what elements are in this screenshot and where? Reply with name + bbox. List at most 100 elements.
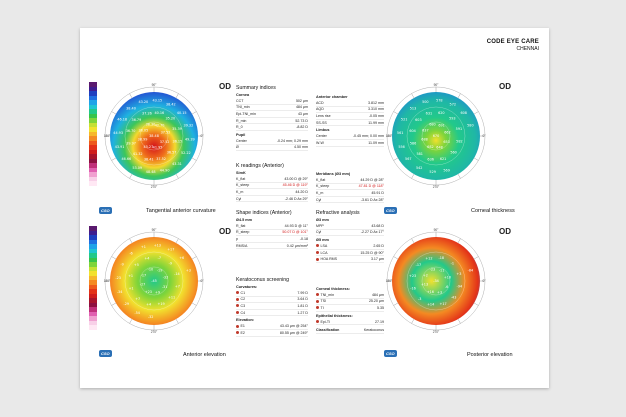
row-label: E2 (236, 331, 245, 335)
row-value: 45.91 D (371, 190, 384, 195)
data-row: TSI 25.20 µm (316, 299, 384, 306)
map-tick (129, 174, 133, 179)
cse-logo: CSO (99, 207, 112, 214)
map-axis-label: 180° (104, 134, 111, 138)
color-scale-curvature (89, 82, 97, 186)
scale-swatch (89, 280, 97, 285)
row-value: 484 µm (371, 292, 384, 297)
map-tick (111, 111, 116, 115)
scale-swatch (89, 248, 97, 253)
map-value: 38.42 (166, 102, 176, 106)
row-key: K_steep (236, 183, 250, 188)
map-value: 603 (415, 118, 421, 122)
row-value: 7.99 D (297, 290, 308, 295)
row-key: Ø (236, 145, 239, 150)
data-row: R_min 52.73 D (236, 118, 308, 125)
map-value: +3 (437, 291, 442, 295)
elevation-heading: Elevation: (236, 318, 255, 323)
row-value: 11.09 mm (368, 140, 384, 145)
map-tick (411, 93, 415, 98)
data-row: p -0.18 (236, 236, 308, 243)
row-label: MPP (316, 224, 324, 228)
scale-swatch (89, 257, 97, 262)
row-value: -8.82 D (296, 125, 308, 130)
data-row: K_steep 47.81 D @ 118° (316, 184, 384, 191)
map-value: -10 (148, 268, 154, 272)
map-tick (457, 319, 461, 324)
map-value: -32 (148, 315, 154, 319)
row-label: W-W (316, 141, 324, 145)
row-key: SS-SS (316, 120, 327, 125)
summary-panel: Summary indices Cornea CCT 502 µm TNI_min 4… (236, 85, 308, 152)
row-value: 1.27 D (297, 310, 308, 315)
row-key: Epi-TNI_min (236, 111, 256, 116)
row-value: 3.310 mm (368, 107, 384, 112)
data-row: R_0 -8.82 D (236, 124, 308, 131)
scale-swatch (89, 302, 97, 307)
classification-label: Classification (316, 328, 340, 333)
label-anterior: Anterior elevation (183, 352, 226, 358)
map-value: 39.32 (184, 124, 194, 128)
map-value: 36.15 (173, 140, 183, 144)
map-tick (192, 302, 197, 306)
map-disc (110, 237, 198, 325)
kc-epi-heading: Epithelial thickness: (316, 313, 353, 318)
map-value: -23 (115, 276, 121, 280)
map-value: 49.39 (185, 138, 195, 142)
map-value: -19 (157, 269, 163, 273)
map-value: +12 (425, 256, 432, 260)
row-key: Lens rise (316, 113, 331, 118)
map-value: 582 (456, 140, 462, 144)
row-key: HOA RMS (320, 257, 338, 262)
map-value: 43.20 (139, 100, 149, 104)
map-value: -16 (410, 286, 416, 290)
row-value: 43 µm (297, 111, 308, 116)
map-value: +6 (179, 256, 184, 260)
map-value: +14 (427, 303, 434, 307)
data-row: MPP 43.68 D (316, 223, 384, 230)
map-tick (411, 174, 415, 179)
row-key: Center (316, 134, 327, 139)
row-key: R_0 (236, 125, 243, 130)
map-tick (175, 319, 179, 324)
row-label: LSA (316, 244, 327, 248)
status-dot-icon (236, 324, 239, 328)
k-readings-title: K readings (Anterior) (236, 163, 284, 169)
data-row: R_flat 44.93 D @ 11° (236, 223, 308, 230)
row-value: 27.19 (375, 319, 384, 324)
scale-swatch (89, 131, 97, 136)
map-tick (457, 238, 461, 243)
map-axis-label: 270° (151, 185, 158, 188)
map-value: -17 (416, 263, 422, 267)
row-key: AQD (316, 107, 324, 112)
row-key: RMS/A (236, 243, 248, 248)
map-value: +16 (427, 290, 434, 294)
map-tick (474, 111, 479, 115)
map-axis-label: 90° (152, 228, 158, 232)
curvatures-heading: Curvatures: (236, 285, 258, 289)
map-value: 43.91 (115, 145, 125, 149)
scale-swatch (89, 109, 97, 114)
row-label: K_steep (236, 183, 249, 187)
row-label: K_m (316, 191, 323, 195)
scale-swatch (89, 136, 97, 141)
row-value: 3.64 D (297, 297, 308, 302)
map-tick (411, 238, 415, 243)
data-row: Epi-TNI_min 43 µm (236, 111, 308, 118)
map-axis-label: 90° (152, 83, 158, 87)
map-posterior-elevation: 90°270°180° 0°-34+10-11-23+2+13+16 +3-6+3-… (386, 228, 487, 333)
scale-swatch (89, 266, 97, 271)
map-value: 38.41 (144, 158, 154, 162)
scale-swatch (89, 118, 97, 123)
map-ring (139, 266, 169, 296)
row-key: ACD (316, 100, 324, 105)
row-value: 44.29 D @ 28° (360, 177, 384, 182)
map-value: 48.48 (146, 170, 156, 174)
map-value: 35.39 (172, 127, 182, 131)
map-value: 604 (409, 129, 415, 133)
row-value: -2.46 D Ax 29° (284, 196, 308, 201)
scale-swatch (89, 82, 97, 87)
map-value: +13 (154, 243, 161, 247)
status-dot-icon (236, 304, 239, 308)
